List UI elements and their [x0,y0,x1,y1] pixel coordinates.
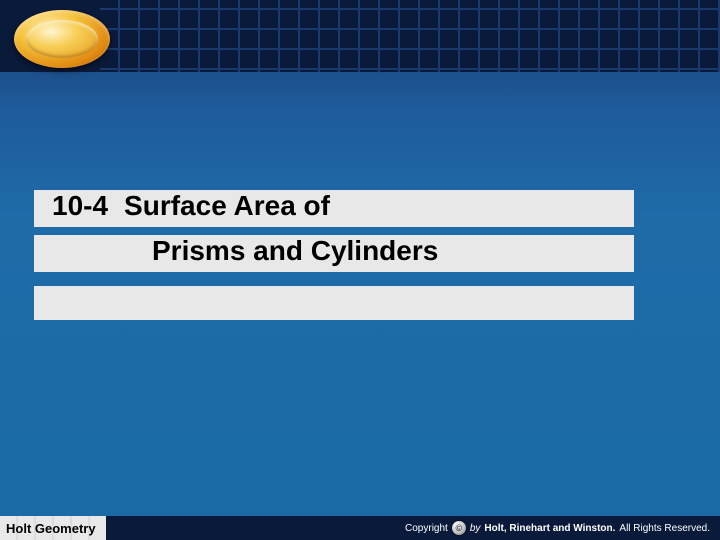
footer-copyright: Copyright © by Holt, Rinehart and Winsto… [405,521,720,535]
rights-reserved: All Rights Reserved. [619,523,710,534]
title-row-3-empty [34,286,634,320]
publisher-name: Holt, Rinehart and Winston. [484,523,615,534]
title-row-1: 10-4 Surface Area of [34,190,634,227]
publisher-logo [14,10,110,68]
title-row-2: Prisms and Cylinders [34,235,634,272]
footer-bar: Holt Geometry Copyright © by Holt, Rineh… [0,516,720,540]
title-block: 10-4 Surface Area of Prisms and Cylinder… [34,190,634,320]
slide: 10-4 Surface Area of Prisms and Cylinder… [0,0,720,540]
footer-book-title: Holt Geometry [0,516,106,540]
title-line-2: Prisms and Cylinders [152,235,438,267]
logo-oval-inner [26,20,98,58]
copyright-word: Copyright [405,523,448,534]
copyright-icon: © [452,521,466,535]
copyright-by: by [470,523,481,534]
title-line-1: Surface Area of [124,190,330,222]
chapter-number: 10-4 [52,190,108,222]
